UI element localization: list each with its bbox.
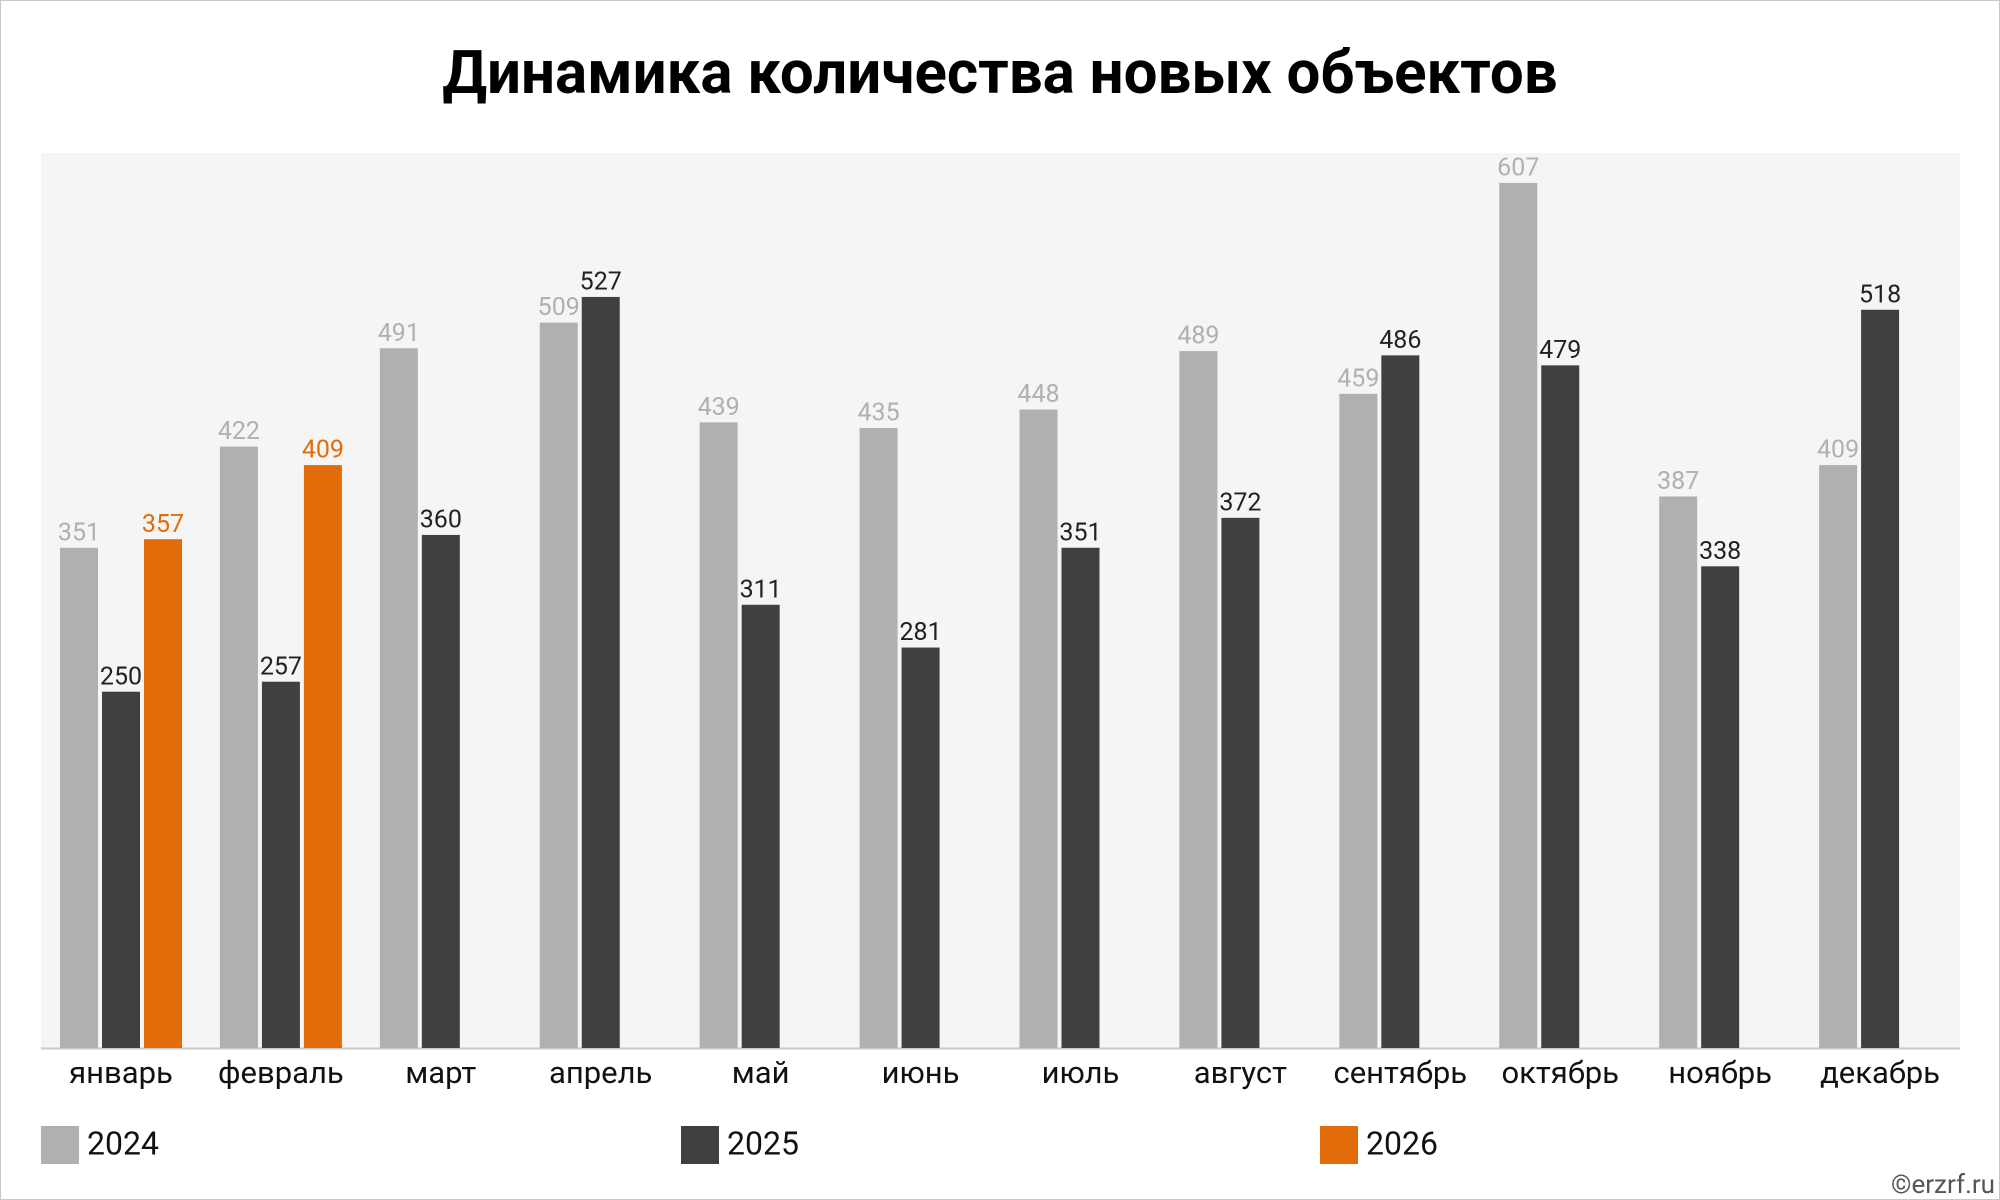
legend-swatch	[41, 1126, 79, 1164]
x-tick-label: апрель	[549, 1054, 652, 1091]
value-label: 448	[1017, 380, 1059, 409]
bar	[539, 322, 578, 1048]
x-tick-label: август	[1194, 1054, 1287, 1091]
value-label: 491	[378, 319, 420, 348]
value-label: 479	[1539, 336, 1581, 365]
x-tick-label: февраль	[218, 1054, 344, 1091]
value-label: 435	[858, 399, 900, 428]
legend-label: 2025	[727, 1124, 799, 1162]
value-label: 257	[260, 652, 302, 681]
value-label: 607	[1497, 154, 1539, 183]
plot-area	[41, 153, 1960, 1048]
value-label: 338	[1699, 537, 1741, 566]
x-tick-label: июнь	[882, 1054, 960, 1091]
source-note: ©erzrf.ru	[1891, 1170, 1995, 1200]
x-tick-label: октябрь	[1501, 1054, 1619, 1091]
legend-label: 2026	[1366, 1124, 1438, 1162]
value-label: 311	[740, 575, 782, 604]
value-label: 527	[580, 268, 622, 297]
value-label: 351	[1059, 518, 1101, 547]
value-label: 486	[1379, 326, 1421, 355]
value-label: 372	[1219, 488, 1261, 517]
bar	[1861, 309, 1900, 1048]
value-label: 459	[1337, 364, 1379, 393]
bar	[261, 681, 300, 1048]
bar	[581, 296, 620, 1049]
value-label: 250	[100, 662, 142, 691]
x-tick-label: ноябрь	[1668, 1054, 1772, 1091]
bar	[1339, 393, 1378, 1048]
bar	[379, 348, 418, 1048]
x-tick-label: май	[732, 1054, 790, 1091]
value-label: 360	[420, 506, 462, 535]
value-label: 351	[58, 518, 100, 547]
legend-swatch	[1320, 1126, 1358, 1164]
bar	[1499, 182, 1538, 1048]
legend-swatch	[681, 1126, 719, 1164]
value-label: 518	[1859, 280, 1901, 309]
bar	[1659, 496, 1698, 1048]
x-tick-label: март	[405, 1054, 476, 1091]
bar	[1019, 409, 1058, 1048]
value-label: 387	[1657, 467, 1699, 496]
legend-label: 2024	[87, 1124, 159, 1162]
bar	[1541, 365, 1580, 1048]
bar	[1179, 351, 1218, 1048]
bar	[1061, 547, 1100, 1048]
bar	[421, 534, 460, 1048]
bar	[144, 539, 182, 1048]
bar	[60, 547, 98, 1048]
bar	[1381, 355, 1420, 1048]
bar	[303, 465, 342, 1048]
bar	[102, 691, 140, 1048]
value-label: 439	[698, 393, 740, 422]
x-tick-label: декабрь	[1820, 1054, 1940, 1091]
bar	[901, 647, 940, 1048]
value-label: 281	[900, 618, 942, 647]
x-tick-label: июль	[1042, 1054, 1120, 1091]
value-label: 409	[302, 436, 344, 465]
chart-title: Динамика количества новых объектов	[442, 37, 1557, 108]
x-tick-label: сентябрь	[1333, 1054, 1467, 1091]
bar	[1701, 566, 1740, 1048]
value-label: 422	[218, 417, 260, 446]
bar	[699, 422, 738, 1048]
value-label: 409	[1817, 436, 1859, 465]
bar	[741, 604, 780, 1048]
bar	[219, 446, 258, 1049]
bar	[1819, 465, 1858, 1048]
bar	[859, 428, 898, 1048]
bar	[1221, 517, 1260, 1048]
value-label: 357	[142, 510, 184, 539]
x-tick-label: январь	[69, 1054, 173, 1091]
value-label: 489	[1177, 322, 1219, 351]
value-label: 509	[538, 293, 580, 322]
